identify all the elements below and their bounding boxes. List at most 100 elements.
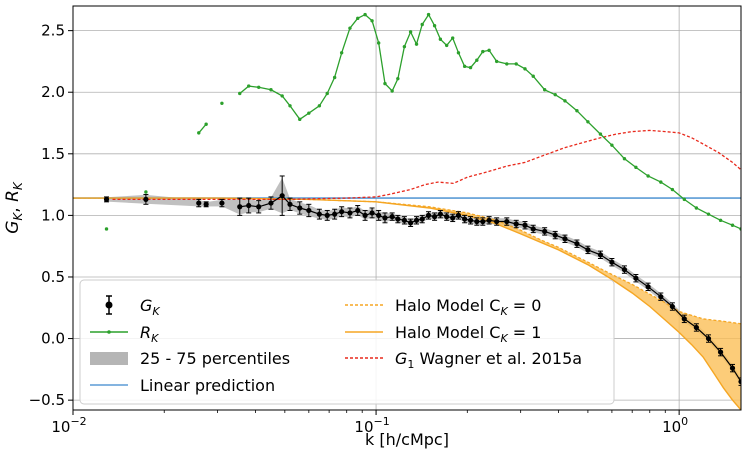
y-tick-label: 2.0 xyxy=(41,83,65,101)
svg-text:G1 Wagner et al. 2015a: G1 Wagner et al. 2015a xyxy=(395,349,582,371)
halo-model-ck0-line xyxy=(73,197,741,325)
gk-point xyxy=(585,247,591,253)
svg-text:Halo Model CK = 0: Halo Model CK = 0 xyxy=(395,296,541,318)
gk-point xyxy=(513,221,519,227)
gk-point xyxy=(486,217,492,223)
rk-point xyxy=(104,227,109,231)
gk-point xyxy=(256,204,262,210)
rk-point xyxy=(622,157,627,161)
rk-point xyxy=(144,190,148,194)
rk-point xyxy=(307,111,311,115)
gk-point xyxy=(444,214,450,220)
rk-point xyxy=(204,122,208,126)
svg-text:Linear prediction: Linear prediction xyxy=(140,376,275,395)
rk-point xyxy=(718,218,723,223)
rk-point xyxy=(481,49,485,54)
gk-point xyxy=(369,210,375,216)
gk-point xyxy=(408,220,414,226)
gk-point xyxy=(542,228,548,235)
y-tick-label: 0.0 xyxy=(41,330,65,348)
y-tick-label: 1.0 xyxy=(41,206,65,224)
gk-point xyxy=(669,303,675,310)
gk-line xyxy=(239,194,741,383)
gk-point xyxy=(562,236,568,242)
rk-point xyxy=(420,22,424,27)
gk-series xyxy=(103,175,741,386)
rk-point xyxy=(396,76,400,81)
gk-point xyxy=(237,204,243,210)
rk-point xyxy=(390,89,394,93)
gk-point xyxy=(413,217,420,223)
gk-point xyxy=(425,212,432,218)
rk-point xyxy=(288,104,292,108)
gk-point xyxy=(681,316,687,322)
rk-point xyxy=(432,24,437,28)
rk-point xyxy=(610,143,614,147)
rk-point xyxy=(586,120,590,124)
gk-point xyxy=(645,284,651,290)
gk-point xyxy=(143,196,149,202)
rk-point xyxy=(646,174,650,178)
gk-point xyxy=(658,294,664,300)
legend-item-rk: RK xyxy=(90,323,159,345)
rk-point xyxy=(370,19,374,23)
rk-point xyxy=(363,12,367,17)
rk-point xyxy=(462,64,467,69)
rk-point xyxy=(269,88,273,92)
rk-point xyxy=(247,84,251,88)
rk-point xyxy=(730,223,735,227)
gk-point xyxy=(376,212,382,218)
rk-point xyxy=(317,104,322,108)
rk-point xyxy=(451,36,455,40)
gk-point xyxy=(287,201,293,207)
gk-point xyxy=(316,211,322,217)
rk-line xyxy=(239,13,741,230)
gk-point xyxy=(633,275,639,281)
plot-content xyxy=(73,12,741,410)
gk-point xyxy=(693,324,699,331)
legend-item-gk: GK xyxy=(105,295,160,318)
gk-point xyxy=(332,211,338,217)
rk-point xyxy=(383,81,387,86)
gk-point xyxy=(401,217,407,223)
svg-text:Halo Model CK = 1: Halo Model CK = 1 xyxy=(395,323,541,345)
gk-point xyxy=(474,218,480,225)
gk-point xyxy=(729,365,736,371)
gk-point xyxy=(324,212,330,218)
legend-item-wagner: G1 Wagner et al. 2015a xyxy=(345,349,582,371)
rk-point xyxy=(553,92,557,97)
rk-point xyxy=(444,43,449,48)
rk-point xyxy=(238,91,242,96)
rk-point xyxy=(356,16,360,21)
rk-point xyxy=(542,88,547,92)
rk-point xyxy=(456,51,461,55)
gk-point xyxy=(382,215,388,221)
gk-point xyxy=(395,216,401,222)
rk-point xyxy=(670,187,675,192)
legend-frame xyxy=(79,279,615,405)
legend-item-linear: Linear prediction xyxy=(90,376,275,395)
legend-item-halo-ck1: Halo Model CK = 1 xyxy=(345,323,541,345)
y-tick-label: −0.5 xyxy=(29,391,65,409)
rk-point xyxy=(332,75,337,80)
rk-point xyxy=(348,26,352,30)
halo-model-ck1-line xyxy=(73,197,741,410)
rk-point xyxy=(257,85,261,89)
rk-point xyxy=(494,59,499,64)
svg-text:RK: RK xyxy=(140,323,159,345)
gk-point xyxy=(609,259,615,265)
gk-point xyxy=(450,215,456,221)
svg-text:GK: GK xyxy=(140,296,160,318)
x-tick-label: 100 xyxy=(662,415,688,436)
gk-point xyxy=(339,209,345,215)
gk-point xyxy=(268,200,274,206)
gk-point xyxy=(597,252,604,258)
axes-frame xyxy=(72,5,742,411)
rk-point xyxy=(514,62,518,66)
rk-point xyxy=(634,165,638,170)
gk-point xyxy=(103,196,110,202)
rk-point xyxy=(682,197,686,202)
rk-point xyxy=(408,30,413,34)
rk-point xyxy=(505,62,509,66)
